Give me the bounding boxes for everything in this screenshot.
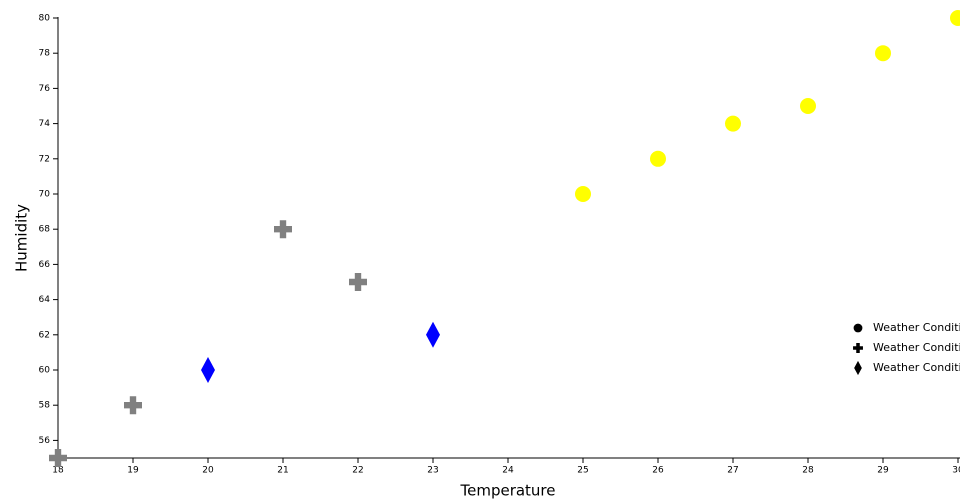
x-tick-label: 19 (127, 466, 139, 476)
y-tick-label: 72 (39, 154, 50, 164)
legend-marker (853, 343, 863, 353)
x-tick-label: 23 (427, 466, 438, 476)
legend-label: Weather Condition (873, 341, 960, 354)
point (124, 396, 142, 415)
legend-marker (853, 323, 863, 333)
x-tick-label: 21 (277, 466, 288, 476)
point (875, 45, 891, 62)
point (49, 449, 67, 467)
legend-marker (854, 360, 862, 376)
x-tick-label: 29 (877, 466, 889, 476)
y-tick-label: 76 (39, 84, 51, 94)
y-tick-label: 60 (39, 366, 51, 376)
x-tick-label: 26 (652, 466, 664, 476)
point (950, 10, 960, 26)
x-axis-title: Temperature (459, 482, 555, 500)
point (650, 150, 666, 167)
y-tick-label: 74 (39, 119, 51, 129)
y-tick-label: 68 (39, 225, 51, 235)
y-tick-label: 56 (39, 436, 51, 446)
x-tick-label: 25 (577, 466, 588, 476)
point (800, 98, 816, 114)
y-tick-label: 78 (39, 49, 51, 59)
point (725, 115, 741, 132)
point (426, 321, 440, 348)
point (201, 357, 215, 383)
y-tick-label: 64 (39, 295, 51, 305)
y-tick-label: 66 (39, 260, 51, 270)
x-tick-label: 27 (727, 466, 738, 476)
x-tick-label: 18 (52, 466, 64, 476)
point (349, 273, 367, 291)
x-tick-label: 28 (802, 466, 814, 476)
legend-label: Weather Condition (873, 361, 960, 374)
x-tick-label: 24 (502, 466, 514, 476)
y-tick-label: 62 (39, 330, 50, 340)
x-tick-label: 30 (952, 466, 960, 476)
point (274, 220, 292, 239)
y-tick-label: 80 (39, 14, 51, 24)
point (575, 186, 591, 202)
legend-label: Weather Condition (873, 321, 960, 334)
x-tick-label: 20 (202, 466, 214, 476)
x-tick-label: 22 (352, 466, 363, 476)
y-tick-label: 58 (39, 401, 51, 411)
y-tick-label: 70 (39, 190, 51, 200)
y-axis-title: Humidity (13, 204, 31, 272)
